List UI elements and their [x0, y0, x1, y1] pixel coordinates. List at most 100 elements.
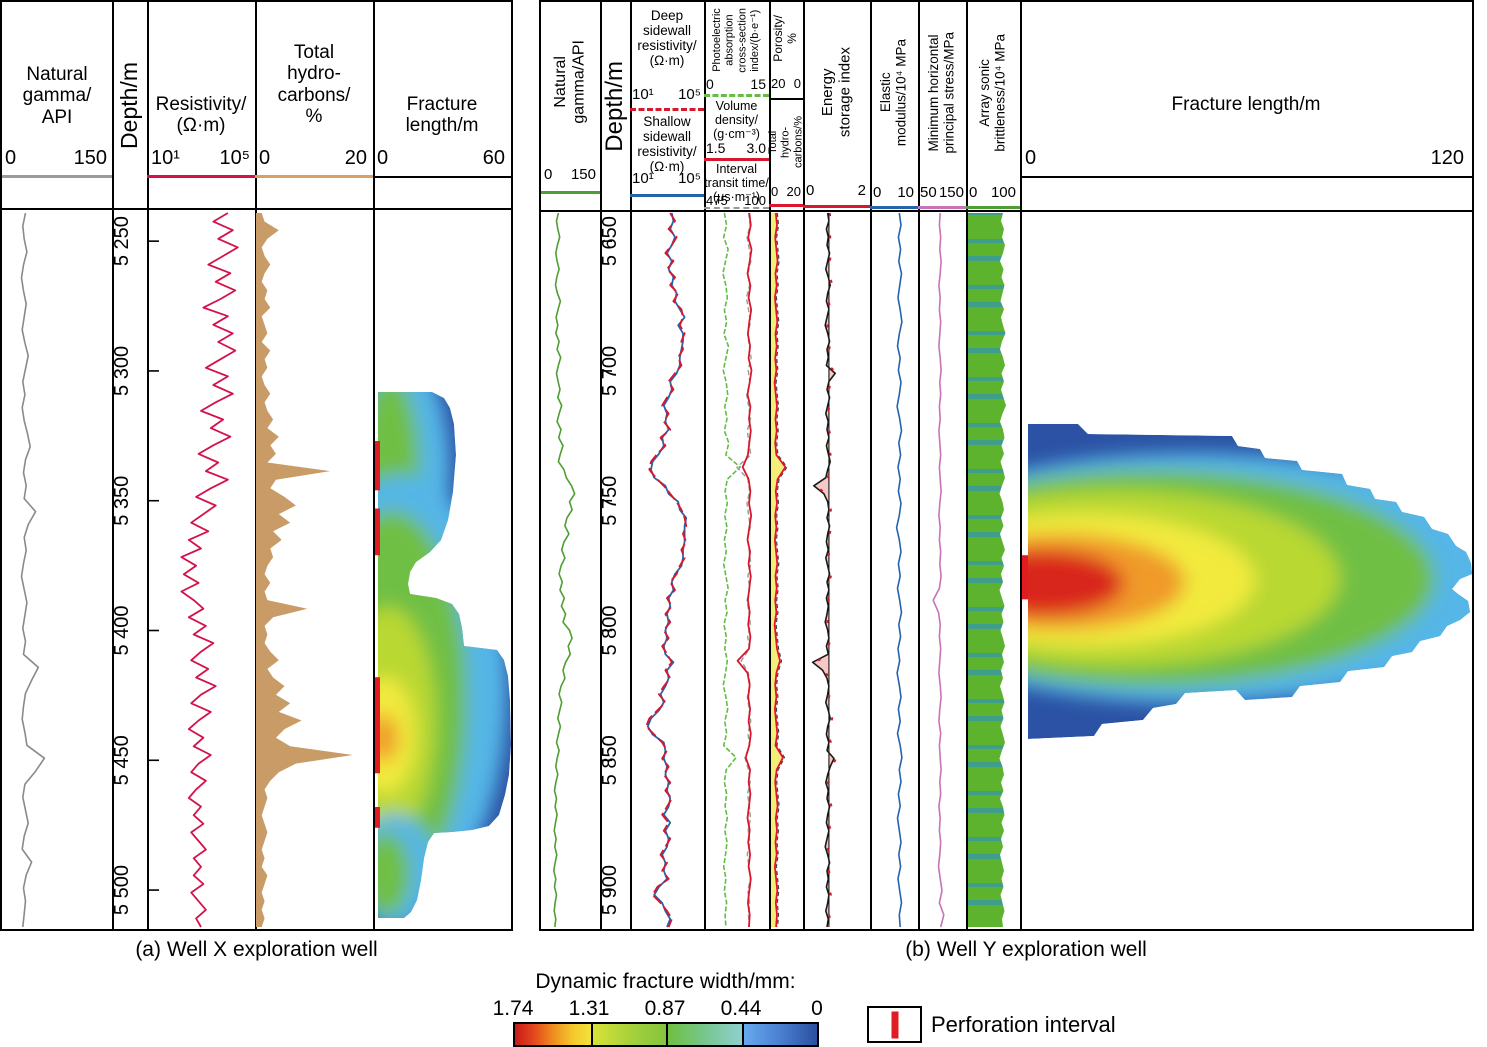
track-scale: 0 100	[969, 184, 1016, 201]
label-line: Deep	[650, 8, 684, 23]
deep-resistivity-label: Deep sidewall resistivity/ (Ω·m)	[630, 8, 704, 68]
elastic-modulus-curve	[895, 212, 903, 928]
track-scale: 0 60	[377, 147, 505, 170]
label-line: %	[785, 32, 799, 44]
label-line: carbons/	[277, 84, 351, 106]
deep-resistivity-curve	[645, 212, 688, 928]
track-label: Fracture length/m	[1020, 94, 1472, 115]
photoelectric-curve	[722, 212, 742, 928]
header-min-horizontal-stress: Minimum horizontal principal stress/MPa …	[918, 2, 966, 210]
label-line: principal stress/MPa	[942, 32, 957, 154]
label-line: %	[305, 105, 323, 127]
label-line: index/(b·e⁻¹)	[749, 8, 762, 72]
curve-color-underline	[966, 206, 1020, 209]
transit-label: Interval transit time/ (μs·m⁻¹)	[704, 162, 769, 204]
label-line: sidewall	[642, 129, 692, 145]
colorbar-tick: 0.87	[644, 997, 686, 1020]
label-line: resistivity/	[637, 38, 697, 54]
header-energy-storage: Energy storage index 0 2	[803, 2, 870, 210]
scale-max: 150	[938, 184, 964, 201]
scale-max: 2	[857, 182, 866, 199]
natural-gamma-curve	[20, 212, 46, 928]
min-horizontal-stress-curve	[932, 212, 945, 928]
track-scale: 0 120	[1025, 147, 1464, 170]
scale-min: 0	[544, 166, 553, 183]
scale-max: 10	[897, 184, 914, 201]
density-underline	[704, 158, 769, 161]
track-label: Array sonic brittleness/10⁴ MPa	[977, 34, 1008, 152]
header-pe-density-transit: Photoelectric absorption cross-section i…	[704, 2, 769, 210]
colorbar-segment	[666, 1024, 742, 1045]
perforation-interval-marker	[1022, 555, 1028, 600]
label-line: Photoelectric	[711, 8, 724, 72]
shallow-resistivity-underline	[630, 194, 704, 197]
colorbar-tick: 1.74	[492, 997, 534, 1020]
track-scale: 0 2	[806, 182, 866, 199]
header-depth: Depth/m	[112, 2, 147, 208]
transit-underline	[704, 207, 769, 209]
track-label: Natural gamma/ API	[2, 64, 112, 128]
label-line: API	[41, 106, 73, 128]
deep-resistivity-underline	[630, 108, 704, 111]
dynamic-fracture-width-colorbar	[513, 1022, 819, 1047]
label-line: Energy	[819, 68, 837, 116]
scale-max: 10⁵	[678, 86, 701, 103]
depth-label: 5 650	[599, 216, 621, 266]
scale-min: 50	[920, 184, 937, 201]
scale-min: 0	[969, 184, 978, 201]
scale-min: 10¹	[151, 147, 180, 169]
label-line: (Ω·m)	[649, 53, 685, 69]
track-scale: 50 150	[920, 184, 964, 201]
scale-max: 15	[750, 76, 766, 92]
label-line: gamma/API	[570, 40, 588, 124]
scale-max: 60	[482, 147, 505, 169]
curve-color-underline	[147, 175, 255, 178]
depth-label: 5 450	[111, 735, 133, 785]
curve-color-underline	[2, 175, 112, 178]
track-border	[1020, 2, 1022, 929]
label-line: Natural	[552, 56, 570, 108]
scale-max: 20	[786, 184, 801, 199]
track-border	[704, 2, 706, 929]
energy-storage-curve	[811, 212, 837, 928]
header-sidewall-resistivity: Deep sidewall resistivity/ (Ω·m) 10¹ 10⁵…	[630, 2, 704, 210]
label-line: Fracture length/m	[1171, 94, 1321, 115]
header-natural-gamma: Natural gamma/API 0 150	[541, 2, 600, 210]
label-line: (Ω·m)	[176, 115, 226, 137]
colorbar-segment	[590, 1024, 666, 1045]
scale-max: 150	[73, 147, 107, 169]
scale-min: 475	[706, 193, 728, 208]
panel-well-y: Natural gamma/API 0 150 Depth/m Deep sid…	[539, 0, 1474, 931]
scale-min: 1.5	[706, 140, 726, 156]
header-bottom-border	[373, 176, 511, 178]
label-line: (g·cm⁻³)	[713, 127, 760, 141]
curve-color-underline	[870, 206, 918, 209]
scale-max: 3.0	[746, 140, 766, 156]
label-line: cross-section	[736, 7, 749, 73]
depth-label: 5 400	[111, 605, 133, 655]
track-border	[147, 2, 149, 929]
shallow-resistivity-curve	[646, 212, 688, 928]
caption-well-x: (a) Well X exploration well	[135, 938, 378, 961]
volume-density-curve	[736, 212, 753, 928]
track-border	[112, 2, 114, 929]
depth-label: 5 350	[111, 476, 133, 526]
track-border	[600, 2, 602, 929]
scale-max: 10⁵	[678, 170, 701, 187]
colorbar-tick: 0.44	[720, 997, 762, 1020]
label-line: Shallow	[643, 114, 691, 129]
porosity-scale: 20 0	[771, 76, 801, 91]
label-line: gamma/	[22, 85, 92, 107]
depth-label: 5 850	[599, 735, 621, 785]
track-label: Minimum horizontal principal stress/MPa	[926, 32, 957, 154]
perforation-interval-marker	[375, 441, 380, 491]
perforation-interval-marker	[375, 508, 380, 556]
scale-min: 0	[873, 184, 882, 201]
depth-label: 5 750	[599, 476, 621, 526]
scale-max: 20	[344, 147, 367, 169]
porosity-underline	[769, 98, 803, 100]
scale-min: 0	[1025, 147, 1037, 169]
track-border	[630, 2, 632, 929]
porosity-label: Porosity/ %	[771, 15, 800, 62]
label-line: (μs·m⁻¹)	[712, 190, 761, 204]
